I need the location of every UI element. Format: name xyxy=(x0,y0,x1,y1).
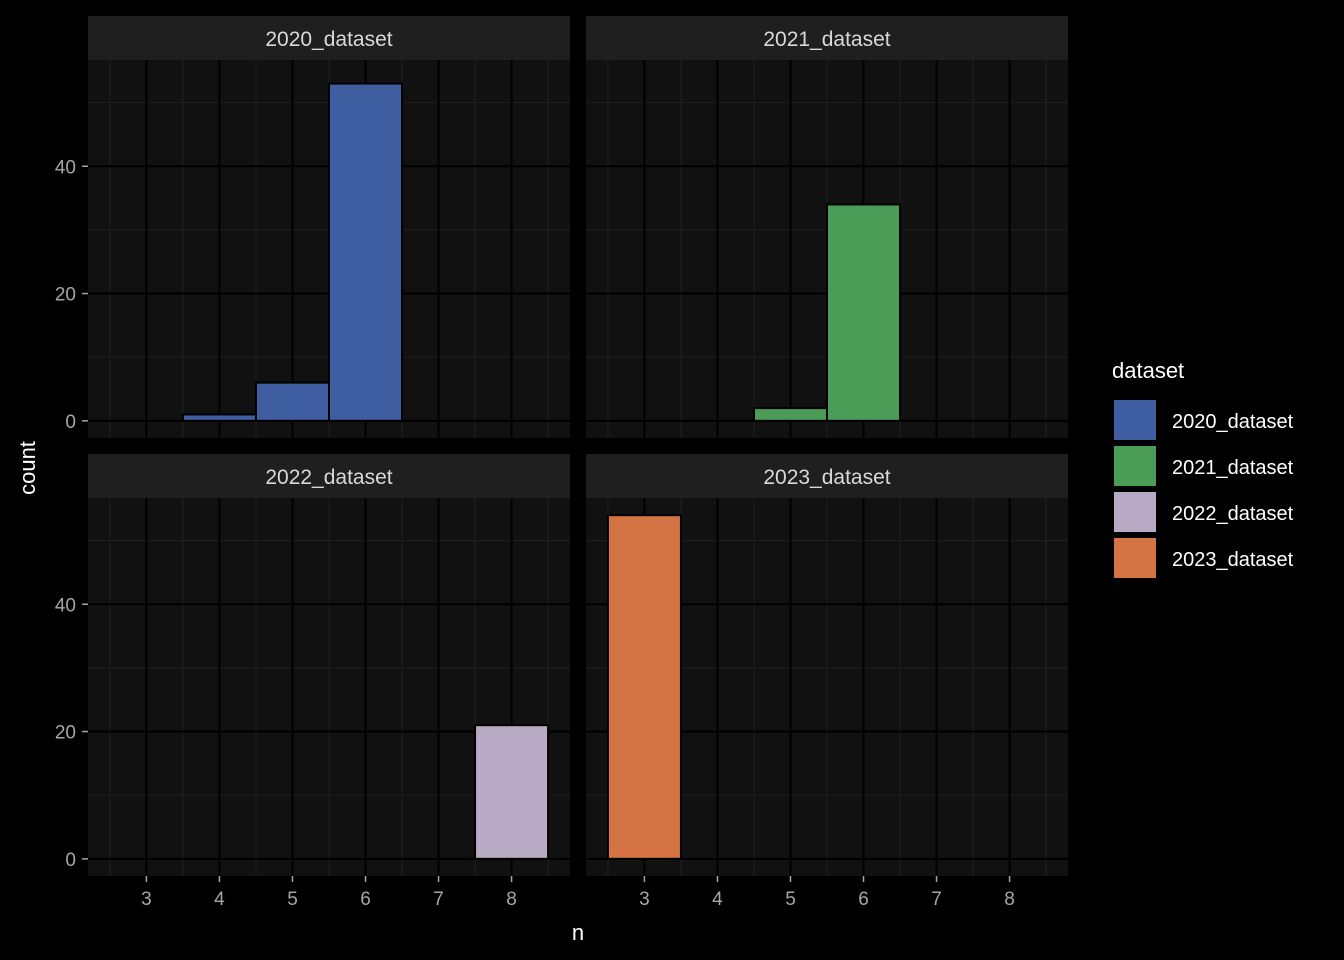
legend-label-2022_dataset: 2022_dataset xyxy=(1172,503,1294,525)
y-tick-label: 0 xyxy=(65,412,76,433)
facet-panels: 2020_dataset 2021_dataset 2022_dataset 2023… xyxy=(88,16,1068,876)
legend-label-2021_dataset: 2021_dataset xyxy=(1172,457,1294,479)
facet-strip-label: 2020_dataset xyxy=(265,28,392,51)
legend-label-2020_dataset: 2020_dataset xyxy=(1172,411,1294,433)
legend-label-2023_dataset: 2023_dataset xyxy=(1172,549,1294,571)
bar-n6 xyxy=(328,82,404,422)
bar-n4 xyxy=(181,413,257,422)
bar-n5 xyxy=(752,407,829,422)
bar-n6 xyxy=(826,203,902,422)
y-tick-label: 40 xyxy=(55,157,76,178)
legend-key-2023_dataset xyxy=(1114,538,1156,578)
x-axis-title: n xyxy=(572,920,584,945)
bar-n5 xyxy=(254,381,330,422)
x-tick-label: 7 xyxy=(433,889,444,910)
x-tick-label: 4 xyxy=(712,889,723,910)
facet-panel-2021_dataset: 2021_dataset xyxy=(586,16,1068,438)
bar-n8 xyxy=(474,724,550,860)
y-tick-label: 20 xyxy=(55,285,76,306)
x-tick-label: 7 xyxy=(931,889,942,910)
facet-strip xyxy=(586,16,1068,60)
facet-panel-2022_dataset: 2022_dataset xyxy=(88,454,570,876)
facet-strip-label: 2023_dataset xyxy=(763,466,890,489)
facet-strip-label: 2021_dataset xyxy=(763,28,890,51)
legend-title: dataset xyxy=(1112,358,1184,383)
legend-key-2022_dataset xyxy=(1114,492,1156,532)
facet-strip xyxy=(88,454,570,498)
legend: dataset 2020_dataset 2021_dataset 2022_dat… xyxy=(1112,358,1294,578)
x-tick-label: 5 xyxy=(785,889,796,910)
y-tick-label: 40 xyxy=(55,595,76,616)
x-tick-label: 8 xyxy=(1004,889,1015,910)
y-axis-title: count xyxy=(15,441,40,495)
x-axes: 3 4 5 6 7 8 3 4 5 6 7 8 xyxy=(141,876,1015,910)
x-tick-label: 6 xyxy=(360,889,371,910)
facet-strip-label: 2022_dataset xyxy=(265,466,392,489)
facet-panel-2023_dataset: 2023_dataset xyxy=(586,454,1068,876)
y-axes: 0 20 40 0 20 40 xyxy=(55,157,88,871)
facet-strip xyxy=(88,16,570,60)
x-tick-label: 8 xyxy=(506,889,517,910)
x-tick-label: 3 xyxy=(141,889,152,910)
legend-key-2020_dataset xyxy=(1114,400,1156,440)
y-tick-label: 0 xyxy=(65,850,76,871)
x-tick-label: 6 xyxy=(858,889,869,910)
facet-panel-2020_dataset: 2020_dataset xyxy=(88,16,570,438)
bar-n3 xyxy=(606,514,682,860)
legend-key-2021_dataset xyxy=(1114,446,1156,486)
y-tick-label: 20 xyxy=(55,723,76,744)
x-tick-label: 3 xyxy=(639,889,650,910)
x-tick-label: 4 xyxy=(214,889,225,910)
x-tick-label: 5 xyxy=(287,889,298,910)
facet-strip xyxy=(586,454,1068,498)
